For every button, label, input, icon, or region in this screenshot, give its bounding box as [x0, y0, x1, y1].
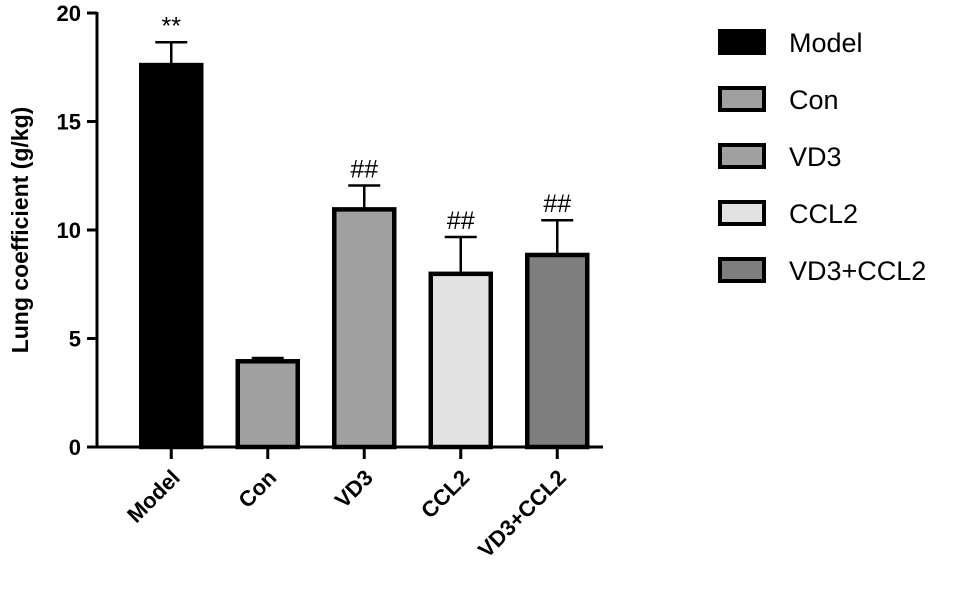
x-tick-label: Model — [122, 465, 185, 528]
x-tick-label: CCL2 — [416, 465, 474, 523]
x-tick-label: VD3+CCL2 — [473, 465, 571, 563]
y-tick-label: 0 — [69, 435, 81, 460]
y-tick-label: 15 — [57, 110, 81, 135]
legend-swatch — [718, 86, 766, 112]
bar-vd3-ccl2 — [525, 252, 590, 450]
y-tick-label: 20 — [57, 1, 81, 26]
plot-area: 0 5 10 15 20 Model ** Con VD3 ## CCL2 ## VD3+CCL2 ## — [57, 1, 603, 563]
bar-con — [235, 359, 300, 450]
significance-label: ## — [543, 190, 571, 218]
legend-entry: Con — [789, 85, 839, 115]
legend-swatch — [718, 200, 766, 226]
x-tick-label: Con — [233, 465, 281, 513]
legend-entry: CCL2 — [789, 199, 858, 229]
y-tick-label: 10 — [57, 218, 81, 243]
legend-entry: Model — [789, 28, 863, 58]
significance-label: ## — [350, 156, 378, 184]
legend: Model Con VD3 CCL2 VD3+CCL2 — [718, 28, 926, 286]
bar-model — [139, 62, 204, 450]
y-tick-label: 5 — [69, 327, 81, 352]
legend-swatch — [718, 143, 766, 169]
x-tick-label: VD3 — [330, 465, 378, 513]
y-axis-label: Lung coefficient (g/kg) — [7, 107, 33, 354]
bar-ccl2 — [428, 271, 493, 450]
legend-swatch — [718, 257, 766, 283]
significance-label: ## — [447, 207, 475, 235]
significance-label: ** — [162, 12, 182, 40]
legend-swatch — [718, 29, 766, 55]
legend-entry: VD3 — [789, 142, 842, 172]
bar-vd3 — [332, 207, 397, 450]
legend-entry: VD3+CCL2 — [789, 256, 926, 286]
